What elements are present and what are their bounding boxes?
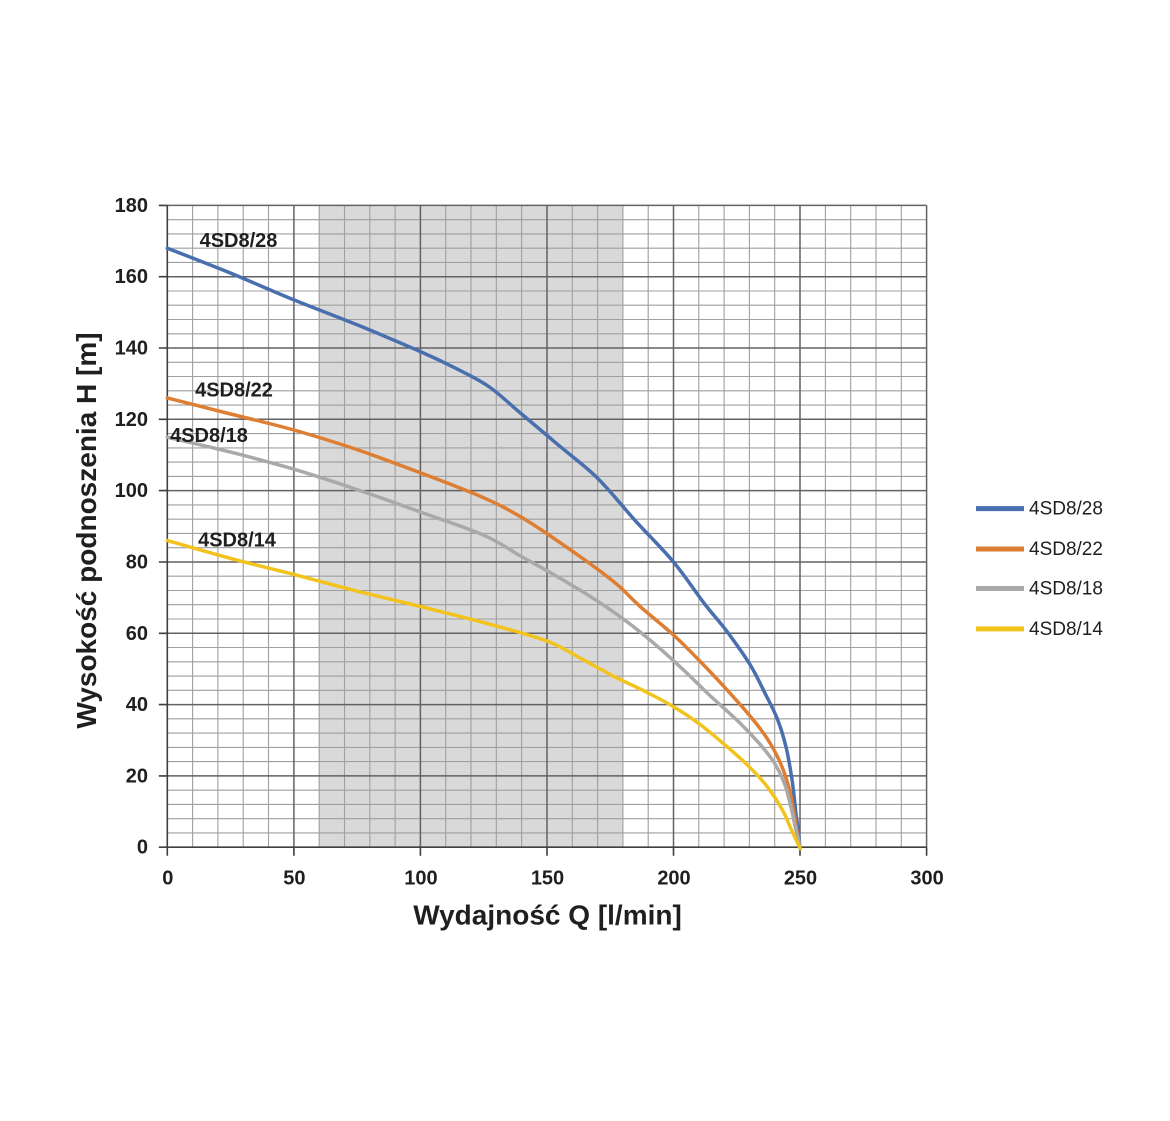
svg-text:40: 40 bbox=[126, 694, 148, 716]
svg-text:60: 60 bbox=[126, 623, 148, 645]
svg-text:140: 140 bbox=[115, 338, 148, 360]
svg-text:4SD8/22: 4SD8/22 bbox=[195, 380, 273, 402]
svg-text:200: 200 bbox=[657, 868, 690, 890]
svg-text:4SD8/14: 4SD8/14 bbox=[198, 530, 277, 552]
svg-text:150: 150 bbox=[531, 868, 564, 890]
svg-text:4SD8/22: 4SD8/22 bbox=[1029, 539, 1103, 560]
svg-text:0: 0 bbox=[137, 837, 148, 859]
svg-text:4SD8/18: 4SD8/18 bbox=[170, 425, 248, 447]
svg-text:4SD8/14: 4SD8/14 bbox=[1029, 619, 1103, 640]
svg-text:180: 180 bbox=[115, 195, 148, 217]
svg-text:4SD8/18: 4SD8/18 bbox=[1029, 579, 1103, 600]
svg-text:0: 0 bbox=[162, 868, 173, 890]
svg-text:250: 250 bbox=[784, 868, 817, 890]
svg-text:4SD8/28: 4SD8/28 bbox=[1029, 499, 1103, 520]
svg-text:300: 300 bbox=[910, 868, 943, 890]
svg-text:100: 100 bbox=[404, 868, 437, 890]
svg-text:100: 100 bbox=[115, 480, 148, 502]
svg-text:Wysokość podnoszenia H [m]: Wysokość podnoszenia H [m] bbox=[71, 332, 102, 728]
svg-text:Wydajność Q [l/min]: Wydajność Q [l/min] bbox=[413, 900, 682, 931]
svg-text:120: 120 bbox=[115, 409, 148, 431]
svg-text:80: 80 bbox=[126, 552, 148, 574]
svg-text:4SD8/28: 4SD8/28 bbox=[200, 230, 278, 252]
svg-text:20: 20 bbox=[126, 765, 148, 787]
svg-text:160: 160 bbox=[115, 266, 148, 288]
svg-text:50: 50 bbox=[283, 868, 305, 890]
